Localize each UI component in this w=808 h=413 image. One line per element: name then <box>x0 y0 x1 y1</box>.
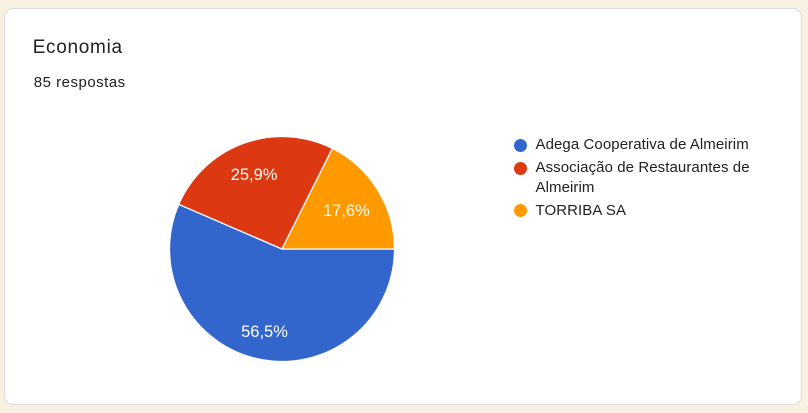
svg-text:56,5%: 56,5% <box>241 323 288 341</box>
svg-text:25,9%: 25,9% <box>230 166 277 184</box>
svg-text:17,6%: 17,6% <box>323 202 370 220</box>
